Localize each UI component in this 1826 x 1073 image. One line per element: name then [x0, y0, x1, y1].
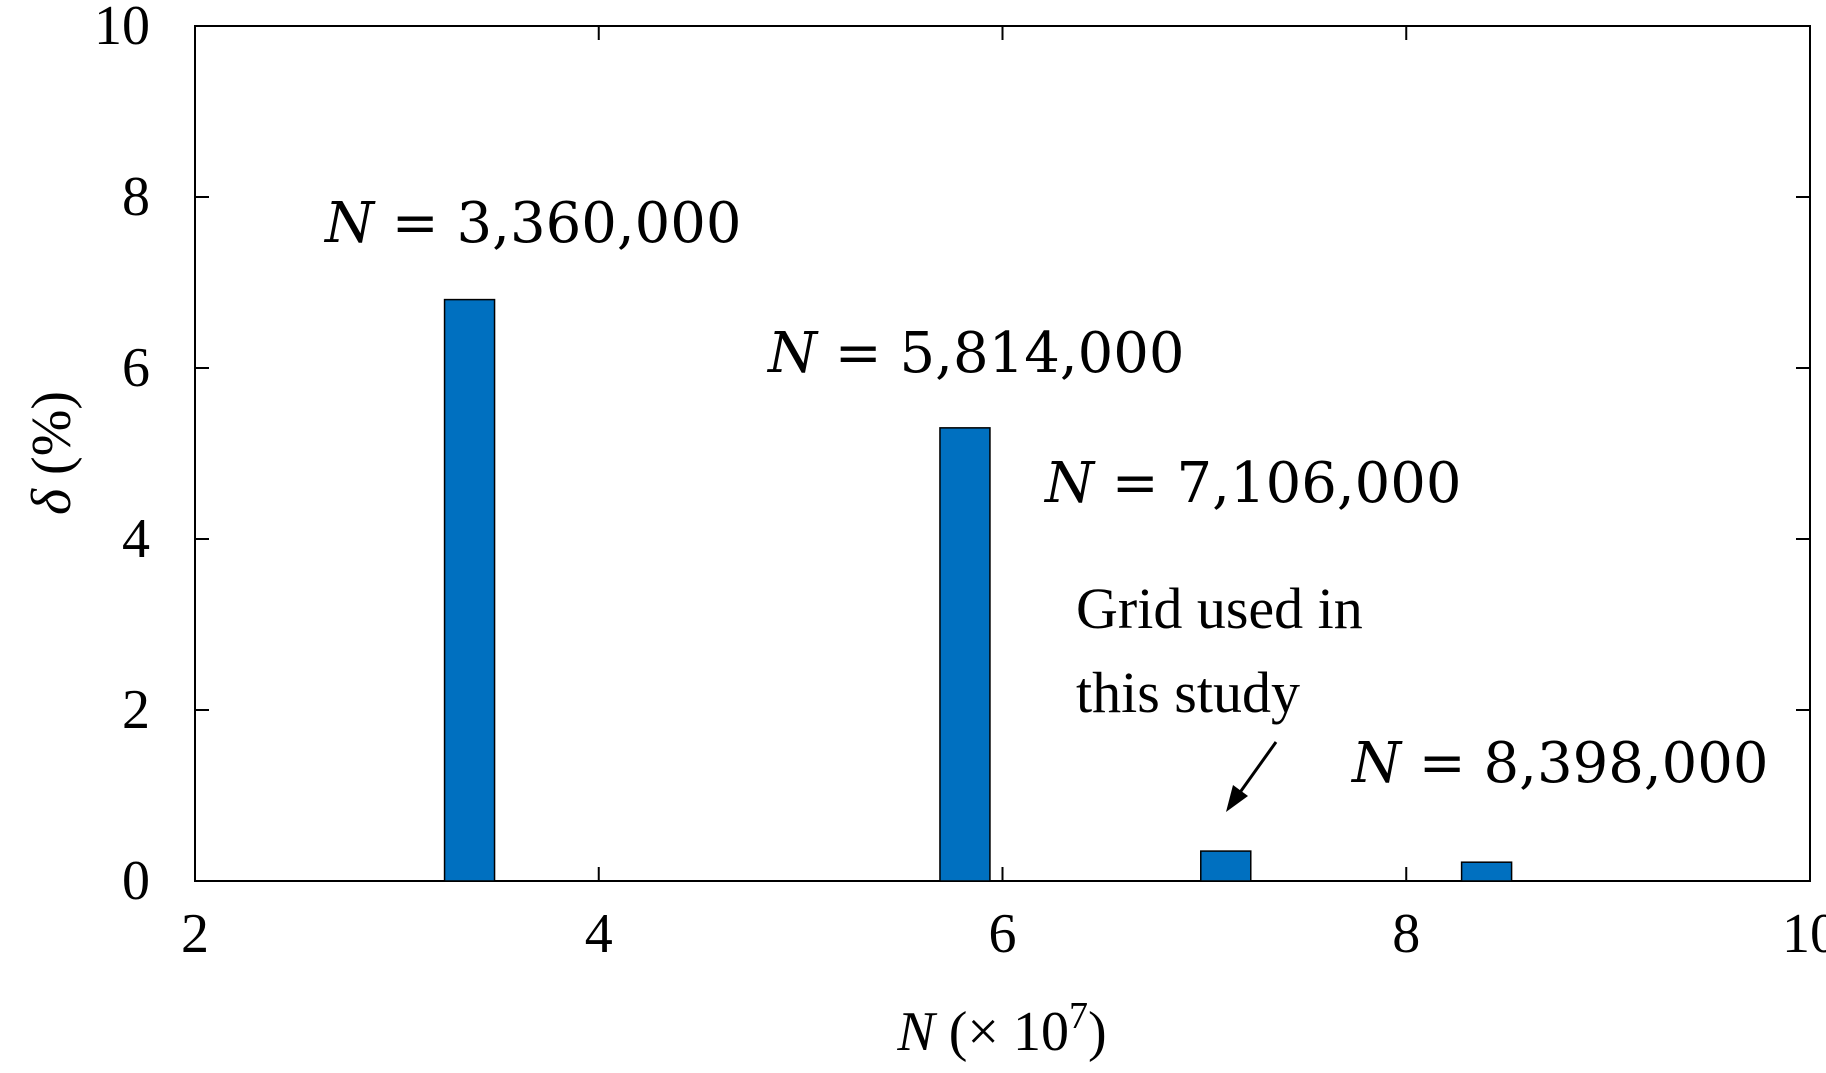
x-tick-label-3: 8	[1392, 903, 1420, 965]
x-tick-label-2: 6	[989, 903, 1017, 965]
annotation-line-2: this study	[1076, 660, 1300, 725]
bar-label-2: N = 5,814,000	[766, 321, 1185, 386]
x-axis-title: N (× 107)	[896, 995, 1106, 1063]
annotation-arrow	[1226, 741, 1278, 812]
x-tick-label-0: 2	[181, 903, 209, 965]
y-tick-label-3: 6	[122, 337, 150, 399]
y-axis-title: δ (%)	[21, 391, 83, 515]
y-tick-label-2: 4	[122, 508, 150, 570]
bars	[443, 298, 1513, 882]
bar-1	[443, 298, 496, 882]
bar-label-3: N = 7,106,000	[1043, 451, 1462, 516]
x-tick-label-4: 10	[1782, 903, 1826, 965]
y-tick-labels: 0 2 4 6 8 10	[94, 0, 150, 912]
axis-ticks	[194, 25, 1811, 882]
annotation-line-1: Grid used in	[1076, 576, 1363, 641]
bar-label-1: N = 3,360,000	[323, 191, 742, 256]
y-tick-label-1: 2	[122, 679, 150, 741]
y-tick-label-0: 0	[122, 850, 150, 912]
y-tick-label-5: 10	[94, 0, 150, 57]
y-tick-label-4: 8	[122, 166, 150, 228]
x-tick-labels: 2 4 6 8 10	[181, 903, 1826, 965]
bar-4	[1460, 861, 1513, 882]
bar-label-4: N = 8,398,000	[1350, 731, 1769, 796]
bar-3	[1200, 850, 1252, 882]
bar-2	[939, 427, 991, 882]
x-tick-label-1: 4	[585, 903, 613, 965]
